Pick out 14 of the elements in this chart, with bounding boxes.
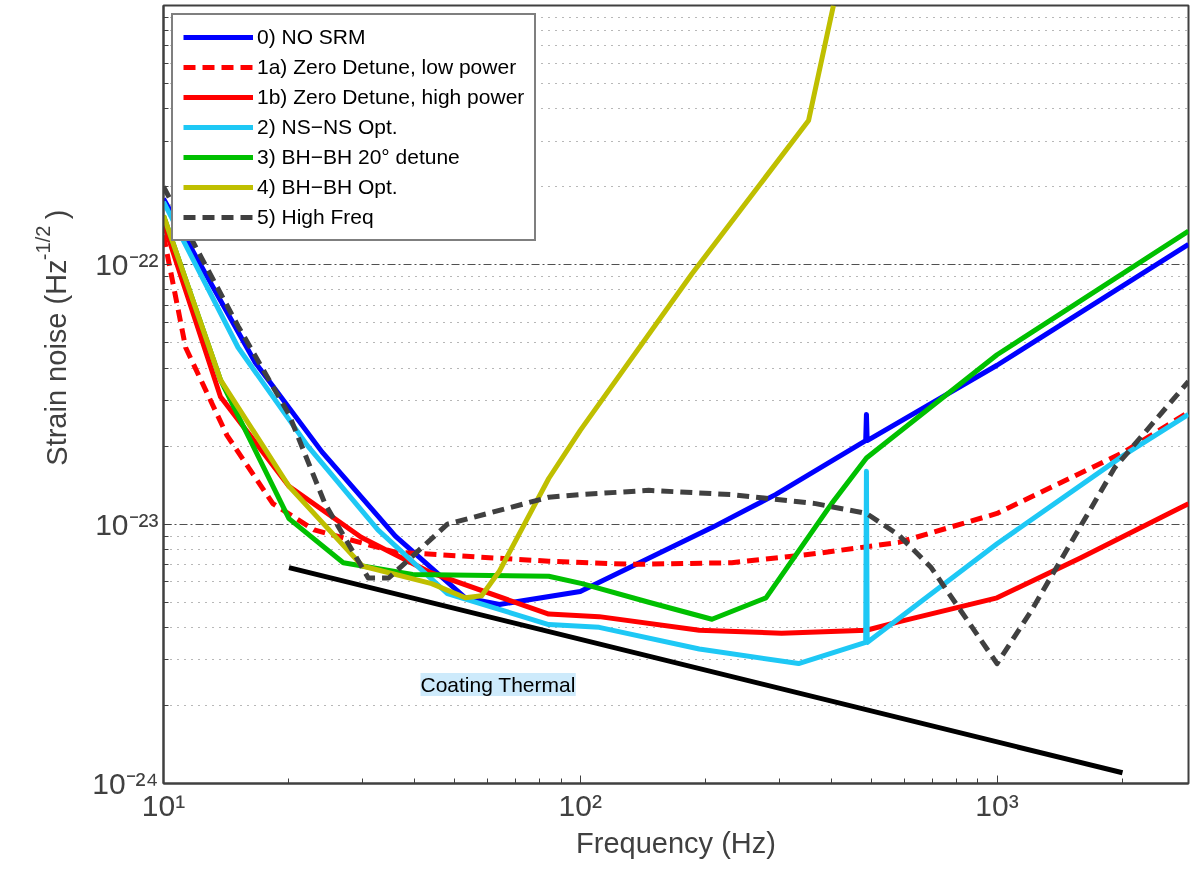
legend-label: 4) BH−BH Opt. <box>257 175 398 199</box>
legend-label: 2) NS−NS Opt. <box>257 115 398 139</box>
y-tick-label: 10⁻²³ <box>95 507 159 541</box>
annotation: Coating Thermal <box>420 673 576 696</box>
x-tick-label: 10³ <box>975 788 1019 822</box>
y-tick-label: 10⁻²² <box>95 248 159 282</box>
x-axis-title: Frequency (Hz) <box>576 826 776 859</box>
legend-label: 5) High Freq <box>257 205 374 229</box>
legend-label: 3) BH−BH 20° detune <box>257 145 460 169</box>
legend-label: 1b) Zero Detune, high power <box>257 85 525 109</box>
x-tick-label: 10² <box>558 788 602 822</box>
legend-label: 0) NO SRM <box>257 25 366 49</box>
y-axis-title: Strain noise (Hz-1/2) <box>32 209 73 466</box>
legend-label: 1a) Zero Detune, low power <box>257 55 517 79</box>
